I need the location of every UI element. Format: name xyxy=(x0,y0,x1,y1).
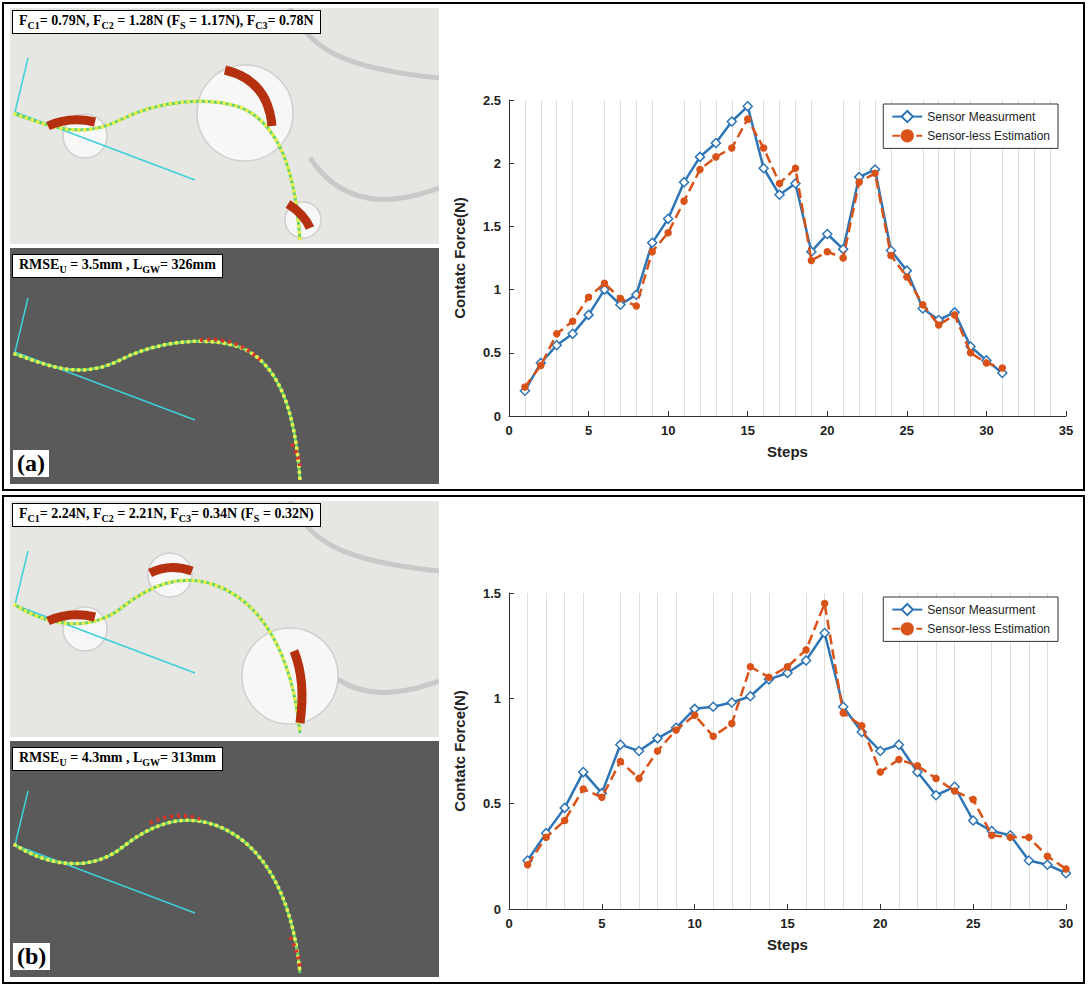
svg-text:Contatc Force(N): Contatc Force(N) xyxy=(451,690,468,812)
svg-text:Sensor-less Estimation: Sensor-less Estimation xyxy=(927,622,1050,636)
svg-text:10: 10 xyxy=(661,423,675,438)
svg-text:Contatc Force(N): Contatc Force(N) xyxy=(451,197,468,319)
html-text:(b): (b) xyxy=(17,943,47,969)
svg-text:0.5: 0.5 xyxy=(483,345,501,360)
svg-text:1: 1 xyxy=(494,691,501,706)
svg-text:25: 25 xyxy=(966,916,980,931)
svg-text:25: 25 xyxy=(900,423,914,438)
svg-text:20: 20 xyxy=(873,916,887,931)
html-text:FC1= 0.79N, FC2= 1.28N (FS= 1.: FC1= 0.79N, FC2= 1.28N (FS= 1.17N), FC3=… xyxy=(19,13,314,31)
svg-text:Sensor Measurment: Sensor Measurment xyxy=(927,110,1036,124)
svg-text:1.5: 1.5 xyxy=(483,586,501,601)
svg-text:0: 0 xyxy=(494,902,501,917)
svg-text:1.5: 1.5 xyxy=(483,219,501,234)
svg-text:0.5: 0.5 xyxy=(483,796,501,811)
svg-text:5: 5 xyxy=(585,423,592,438)
svg-text:15: 15 xyxy=(740,423,754,438)
svg-text:0: 0 xyxy=(505,423,512,438)
svg-text:Sensor Measurment: Sensor Measurment xyxy=(927,603,1036,617)
svg-text:15: 15 xyxy=(780,916,794,931)
svg-text:30: 30 xyxy=(979,423,993,438)
svg-text:Steps: Steps xyxy=(767,936,808,953)
html-text:(a): (a) xyxy=(17,450,45,476)
html-text:FC1= 2.24N, FC2= 2.21N, FC3= 0: FC1= 2.24N, FC2= 2.21N, FC3= 0.34N (FS= … xyxy=(19,506,314,524)
svg-text:0: 0 xyxy=(505,916,512,931)
html-text:RMSEU= 4.3mm , LGW= 313mm: RMSEU= 4.3mm , LGW= 313mm xyxy=(19,750,216,768)
svg-text:10: 10 xyxy=(687,916,701,931)
svg-text:20: 20 xyxy=(820,423,834,438)
svg-text:Sensor-less Estimation: Sensor-less Estimation xyxy=(927,129,1050,143)
svg-text:5: 5 xyxy=(598,916,605,931)
svg-text:30: 30 xyxy=(1059,916,1073,931)
svg-text:2.5: 2.5 xyxy=(483,93,501,108)
svg-text:35: 35 xyxy=(1059,423,1073,438)
svg-text:0: 0 xyxy=(494,409,501,424)
svg-text:2: 2 xyxy=(494,156,501,171)
svg-text:1: 1 xyxy=(494,282,501,297)
html-text:RMSEU= 3.5mm , LGW= 326mm: RMSEU= 3.5mm , LGW= 326mm xyxy=(19,257,216,275)
svg-text:Steps: Steps xyxy=(767,443,808,460)
